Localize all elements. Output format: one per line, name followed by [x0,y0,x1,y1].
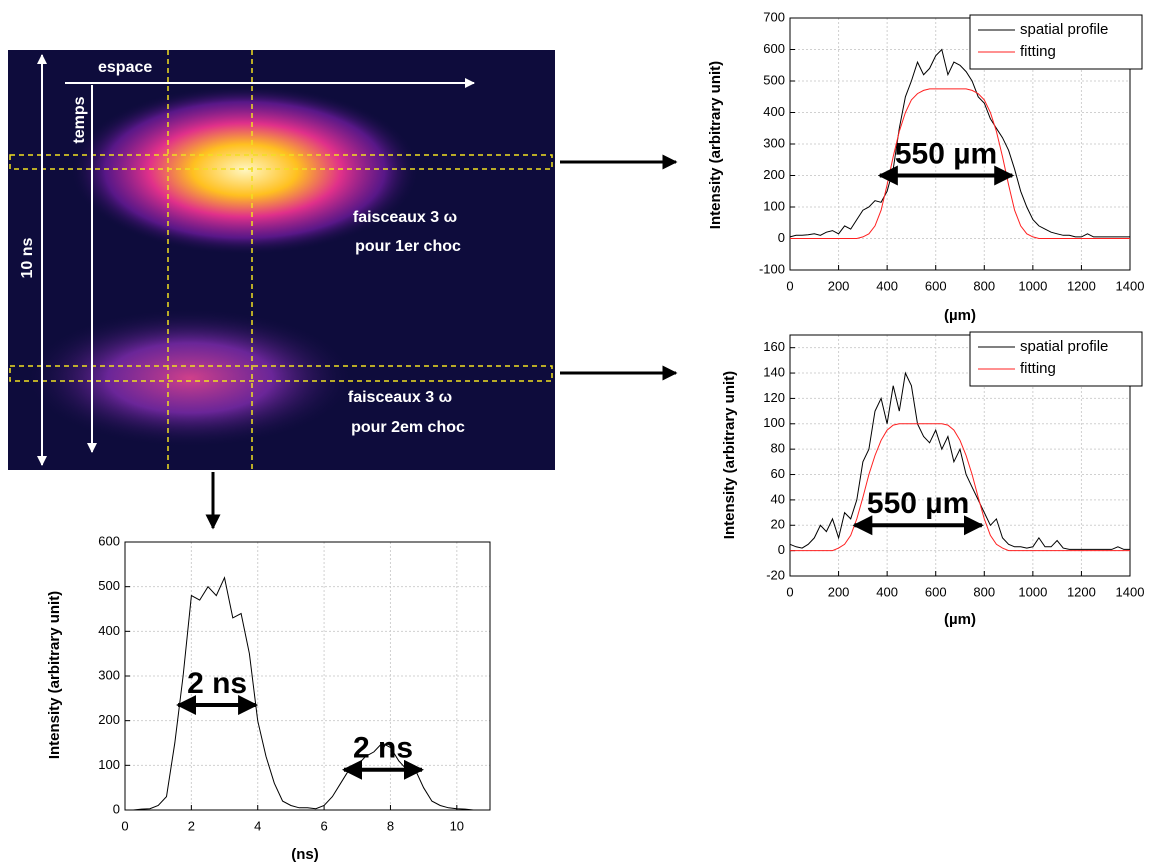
beam-label: faisceaux 3 ω [348,389,452,406]
legend-label: spatial profile [1020,338,1108,355]
data-line [789,48,1130,238]
legend-box [969,14,1143,70]
y-tick-label: 600 [98,533,120,548]
y-tick-label: 300 [763,135,785,150]
x-axis-label: (ns) [291,846,319,863]
x-tick-label: 600 [925,278,947,293]
y-axis-label: Intensity (arbitrary unit) [721,371,738,539]
x-tick-label: 400 [876,584,898,599]
y-tick-label: 100 [763,198,785,213]
annotation: 2 ns [187,667,247,700]
y-tick-label: 100 [98,757,120,772]
x-tick-label: 4 [254,818,261,833]
y-tick-label: 160 [763,339,785,354]
data-line [790,88,1130,239]
plot-area [125,542,490,810]
plot-frame [124,541,491,811]
data-line [125,576,490,811]
x-axis-label: (µm) [944,307,976,324]
x-tick-label: 200 [828,278,850,293]
y-tick-label: 500 [763,72,785,87]
beam-label: pour 1er choc [355,238,461,255]
streak-image: espace temps 10 ns faisceaux 3 ω pour 1e… [8,50,555,470]
y-tick-label: 40 [771,491,785,506]
plot-frame [789,17,1131,271]
annotation: 550 µm [867,487,969,520]
y-tick-label: 120 [763,390,785,405]
duration-label: 10 ns [19,237,36,278]
emission-2 [25,308,355,448]
y-axis-label: Intensity (arbitrary unit) [46,591,63,759]
legend-label: fitting [1020,43,1056,60]
y-tick-label: 300 [98,667,120,682]
legend-label: fitting [1020,360,1056,377]
plot-frame [789,334,1131,577]
x-tick-label: 200 [828,584,850,599]
x-tick-label: 800 [973,584,995,599]
y-tick-label: 20 [771,517,785,532]
y-tick-label: 400 [763,104,785,119]
beam-label: pour 2em choc [351,419,465,436]
y-tick-label: 0 [113,801,120,816]
legend-box [969,331,1143,387]
chart: 0 100 200 300 400 500 600 0 2 4 6 8 10 2 ns 2 ns (ns) In… [46,533,491,863]
x-tick-label: 1400 [1116,584,1145,599]
y-tick-label: 500 [98,578,120,593]
y-tick-label: 0 [778,542,785,557]
x-tick-label: 1000 [1018,584,1047,599]
x-tick-label: 1200 [1067,584,1096,599]
x-tick-label: 1200 [1067,278,1096,293]
y-tick-label: 700 [763,9,785,24]
y-tick-label: 0 [778,230,785,245]
image-axes [37,54,475,466]
x-tick-label: 400 [876,278,898,293]
y-tick-label: 200 [98,712,120,727]
selection-lines [9,50,553,470]
y-tick-label: 80 [771,441,785,456]
y-tick-label: 400 [98,623,120,638]
x-axis-label: (µm) [944,611,976,628]
beam-label: faisceaux 3 ω [353,209,457,226]
x-tick-label: 0 [786,584,793,599]
x-tick-label: 1000 [1018,278,1047,293]
x-tick-label: 800 [973,278,995,293]
y-tick-label: 100 [763,415,785,430]
y-tick-label: -20 [766,567,785,582]
x-tick-label: 1400 [1116,278,1145,293]
data-line [789,371,1130,550]
x-tick-label: 10 [450,818,464,833]
y-axis-label: Intensity (arbitrary unit) [707,61,724,229]
x-tick-label: 0 [786,278,793,293]
y-tick-label: 140 [763,364,785,379]
space-label: espace [98,59,152,76]
emission-1 [70,85,420,255]
data-line [790,423,1130,552]
legend-label: spatial profile [1020,21,1108,38]
x-tick-label: 600 [925,584,947,599]
time-label: temps [71,96,88,143]
x-tick-label: 0 [121,818,128,833]
x-tick-label: 2 [188,818,195,833]
y-tick-label: 200 [763,167,785,182]
connector-arrows [205,154,678,530]
x-tick-label: 8 [387,818,394,833]
y-tick-label: 60 [771,466,785,481]
y-tick-label: -100 [759,261,785,276]
y-tick-label: 600 [763,41,785,56]
x-tick-label: 6 [320,818,327,833]
annotation: 2 ns [353,732,413,765]
annotation: 550 µm [895,137,997,170]
